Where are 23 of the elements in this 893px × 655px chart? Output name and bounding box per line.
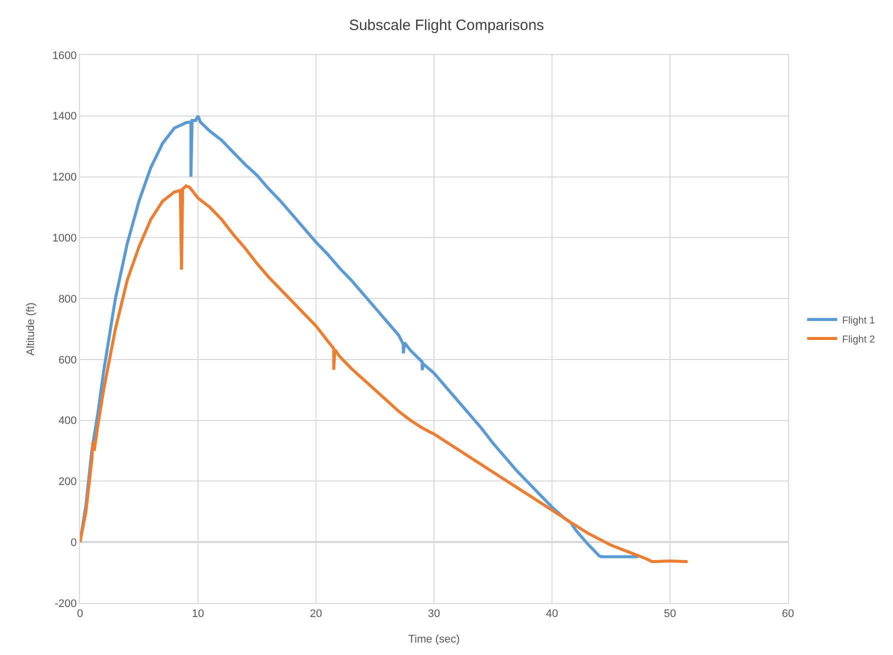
y-tick-label: 1400 (52, 110, 77, 123)
y-tick-label: 200 (58, 476, 77, 488)
line-series (80, 184, 690, 564)
y-tick-label: 800 (58, 293, 77, 306)
y-tick-label: 1200 (52, 172, 77, 184)
x-tick-label: 20 (310, 608, 322, 620)
x-tick-label: 50 (664, 608, 676, 620)
x-tick-label: 10 (192, 608, 204, 620)
x-tick-label: 40 (546, 608, 558, 620)
legend-label: Flight 2 (842, 334, 876, 346)
y-axis-title: Altitude (ft) (24, 302, 37, 356)
y-tick-label: 0 (70, 536, 77, 549)
legend-label: Flight 1 (842, 315, 876, 326)
y-tick-label: 1000 (52, 232, 77, 245)
x-tick-label: 30 (428, 608, 440, 620)
y-tick-label: 1600 (52, 50, 77, 62)
x-tick-label: 60 (782, 608, 794, 620)
chart-title: Subscale Flight Comparisons (348, 17, 544, 34)
y-tick-label: -200 (54, 598, 77, 610)
x-axis-title: Time (sec) (408, 633, 460, 646)
y-tick-label: 600 (58, 354, 77, 366)
line-series (80, 114, 640, 558)
y-tick-label: 400 (58, 415, 77, 428)
